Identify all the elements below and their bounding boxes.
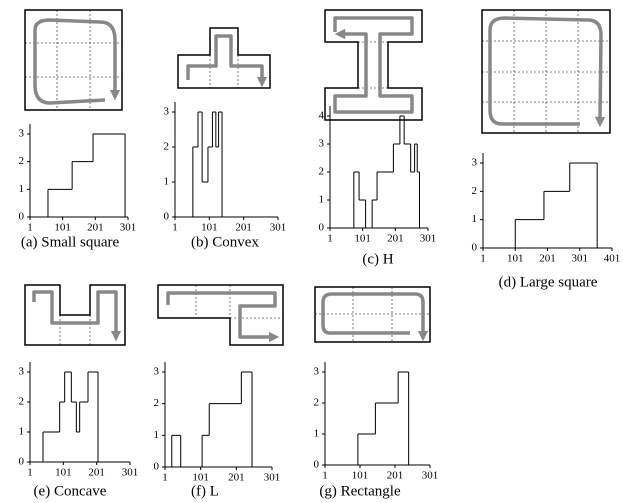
y-tick-label: 0 xyxy=(314,459,320,471)
y-tick-label: 3 xyxy=(472,157,478,169)
y-tick-label: 0 xyxy=(164,211,170,223)
x-tick-label: 1 xyxy=(162,472,168,484)
caption: (c) H xyxy=(362,251,393,267)
caption: (a) Small square xyxy=(21,234,120,250)
x-tick-label: 301 xyxy=(420,233,437,245)
shape-h xyxy=(325,10,422,120)
y-tick-label: 0 xyxy=(154,461,160,473)
x-tick-label: 201 xyxy=(235,222,252,234)
x-tick-label: 101 xyxy=(54,222,71,234)
x-tick-label: 401 xyxy=(604,253,621,265)
x-tick-label: 301 xyxy=(122,467,139,479)
y-tick-label: 3 xyxy=(154,366,160,378)
y-tick-label: 2 xyxy=(19,396,25,408)
x-tick-label: 1 xyxy=(27,467,33,479)
y-tick-label: 1 xyxy=(472,213,478,225)
shape-convex xyxy=(178,28,270,88)
figure: 01231101201301(a) Small square0123110120… xyxy=(0,0,623,503)
x-tick-label: 101 xyxy=(352,470,369,482)
y-tick-label: 2 xyxy=(164,141,170,153)
y-tick-label: 2 xyxy=(154,397,160,409)
y-tick-label: 1 xyxy=(154,429,160,441)
x-tick-label: 1 xyxy=(27,222,33,234)
y-tick-label: 3 xyxy=(164,106,170,118)
y-tick-label: 0 xyxy=(319,222,325,234)
y-tick-label: 2 xyxy=(319,166,325,178)
y-tick-label: 1 xyxy=(19,183,25,195)
x-tick-label: 101 xyxy=(354,233,371,245)
caption: (e) Concave xyxy=(34,483,107,499)
shape-large-square xyxy=(482,10,610,133)
y-tick-label: 0 xyxy=(472,242,478,254)
y-tick-label: 1 xyxy=(19,426,25,438)
caption: (d) Large square xyxy=(499,274,598,290)
y-tick-label: 1 xyxy=(164,176,170,188)
x-tick-label: 201 xyxy=(539,253,556,265)
x-tick-label: 1 xyxy=(322,470,328,482)
y-tick-label: 2 xyxy=(472,185,478,197)
y-tick-label: 3 xyxy=(314,366,320,378)
x-tick-label: 301 xyxy=(120,222,137,234)
y-tick-label: 2 xyxy=(19,155,25,167)
x-tick-label: 101 xyxy=(201,222,218,234)
x-tick-label: 101 xyxy=(55,467,72,479)
x-tick-label: 301 xyxy=(572,253,589,265)
x-tick-label: 201 xyxy=(88,467,105,479)
shape-rectangle xyxy=(315,287,430,342)
x-tick-label: 101 xyxy=(507,253,524,265)
x-tick-label: 301 xyxy=(270,222,287,234)
x-tick-label: 101 xyxy=(192,472,209,484)
x-tick-label: 201 xyxy=(228,472,245,484)
caption: (f) L xyxy=(191,483,219,499)
y-tick-label: 3 xyxy=(19,366,25,378)
x-tick-label: 1 xyxy=(327,233,333,245)
x-tick-label: 201 xyxy=(387,470,404,482)
x-tick-label: 201 xyxy=(87,222,104,234)
shape-small-square xyxy=(25,10,122,110)
caption: (b) Convex xyxy=(191,234,259,250)
shape-concave xyxy=(25,285,125,345)
y-tick-label: 1 xyxy=(314,428,320,440)
y-tick-label: 4 xyxy=(319,110,325,122)
x-tick-label: 301 xyxy=(264,472,281,484)
shape-l xyxy=(158,285,283,345)
y-tick-label: 3 xyxy=(19,128,25,140)
y-tick-label: 3 xyxy=(319,138,325,150)
x-tick-label: 1 xyxy=(480,253,486,265)
y-tick-label: 2 xyxy=(314,397,320,409)
y-tick-label: 1 xyxy=(319,194,325,206)
y-tick-label: 0 xyxy=(19,456,25,468)
y-tick-label: 0 xyxy=(19,211,25,223)
x-tick-label: 1 xyxy=(172,222,178,234)
x-tick-label: 301 xyxy=(422,470,439,482)
x-tick-label: 201 xyxy=(387,233,404,245)
caption: (g) Rectangle xyxy=(319,483,401,499)
